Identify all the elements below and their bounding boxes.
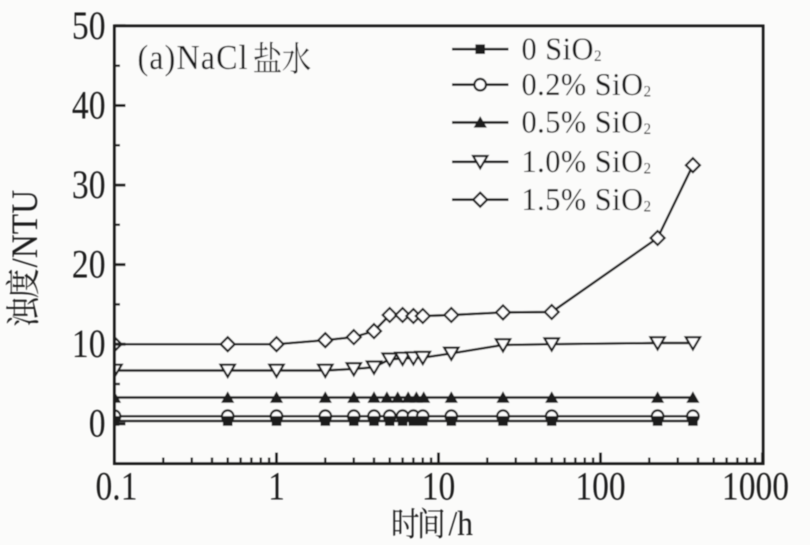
- svg-text:0.2% SiO2: 0.2% SiO2: [522, 66, 652, 102]
- svg-text:1.5% SiO2: 1.5% SiO2: [522, 181, 652, 217]
- svg-text:0 SiO2: 0 SiO2: [522, 31, 603, 67]
- svg-text:20: 20: [72, 242, 106, 286]
- svg-text:1.0% SiO2: 1.0% SiO2: [522, 143, 652, 179]
- svg-text:30: 30: [72, 162, 106, 206]
- svg-text:0.1: 0.1: [96, 464, 138, 508]
- svg-text:0: 0: [89, 401, 106, 445]
- svg-text:10: 10: [422, 464, 456, 508]
- svg-text:1: 1: [268, 464, 285, 508]
- svg-text:1000: 1000: [722, 464, 789, 508]
- svg-text:(a)NaCl: (a)NaCl: [138, 39, 249, 77]
- svg-text:/NTU: /NTU: [4, 190, 45, 268]
- svg-text:0.5% SiO2: 0.5% SiO2: [522, 104, 652, 140]
- svg-text:10: 10: [72, 321, 106, 365]
- svg-text:/h: /h: [449, 505, 474, 544]
- svg-text:100: 100: [575, 464, 625, 508]
- svg-text:50: 50: [72, 3, 106, 47]
- svg-text:40: 40: [72, 83, 106, 127]
